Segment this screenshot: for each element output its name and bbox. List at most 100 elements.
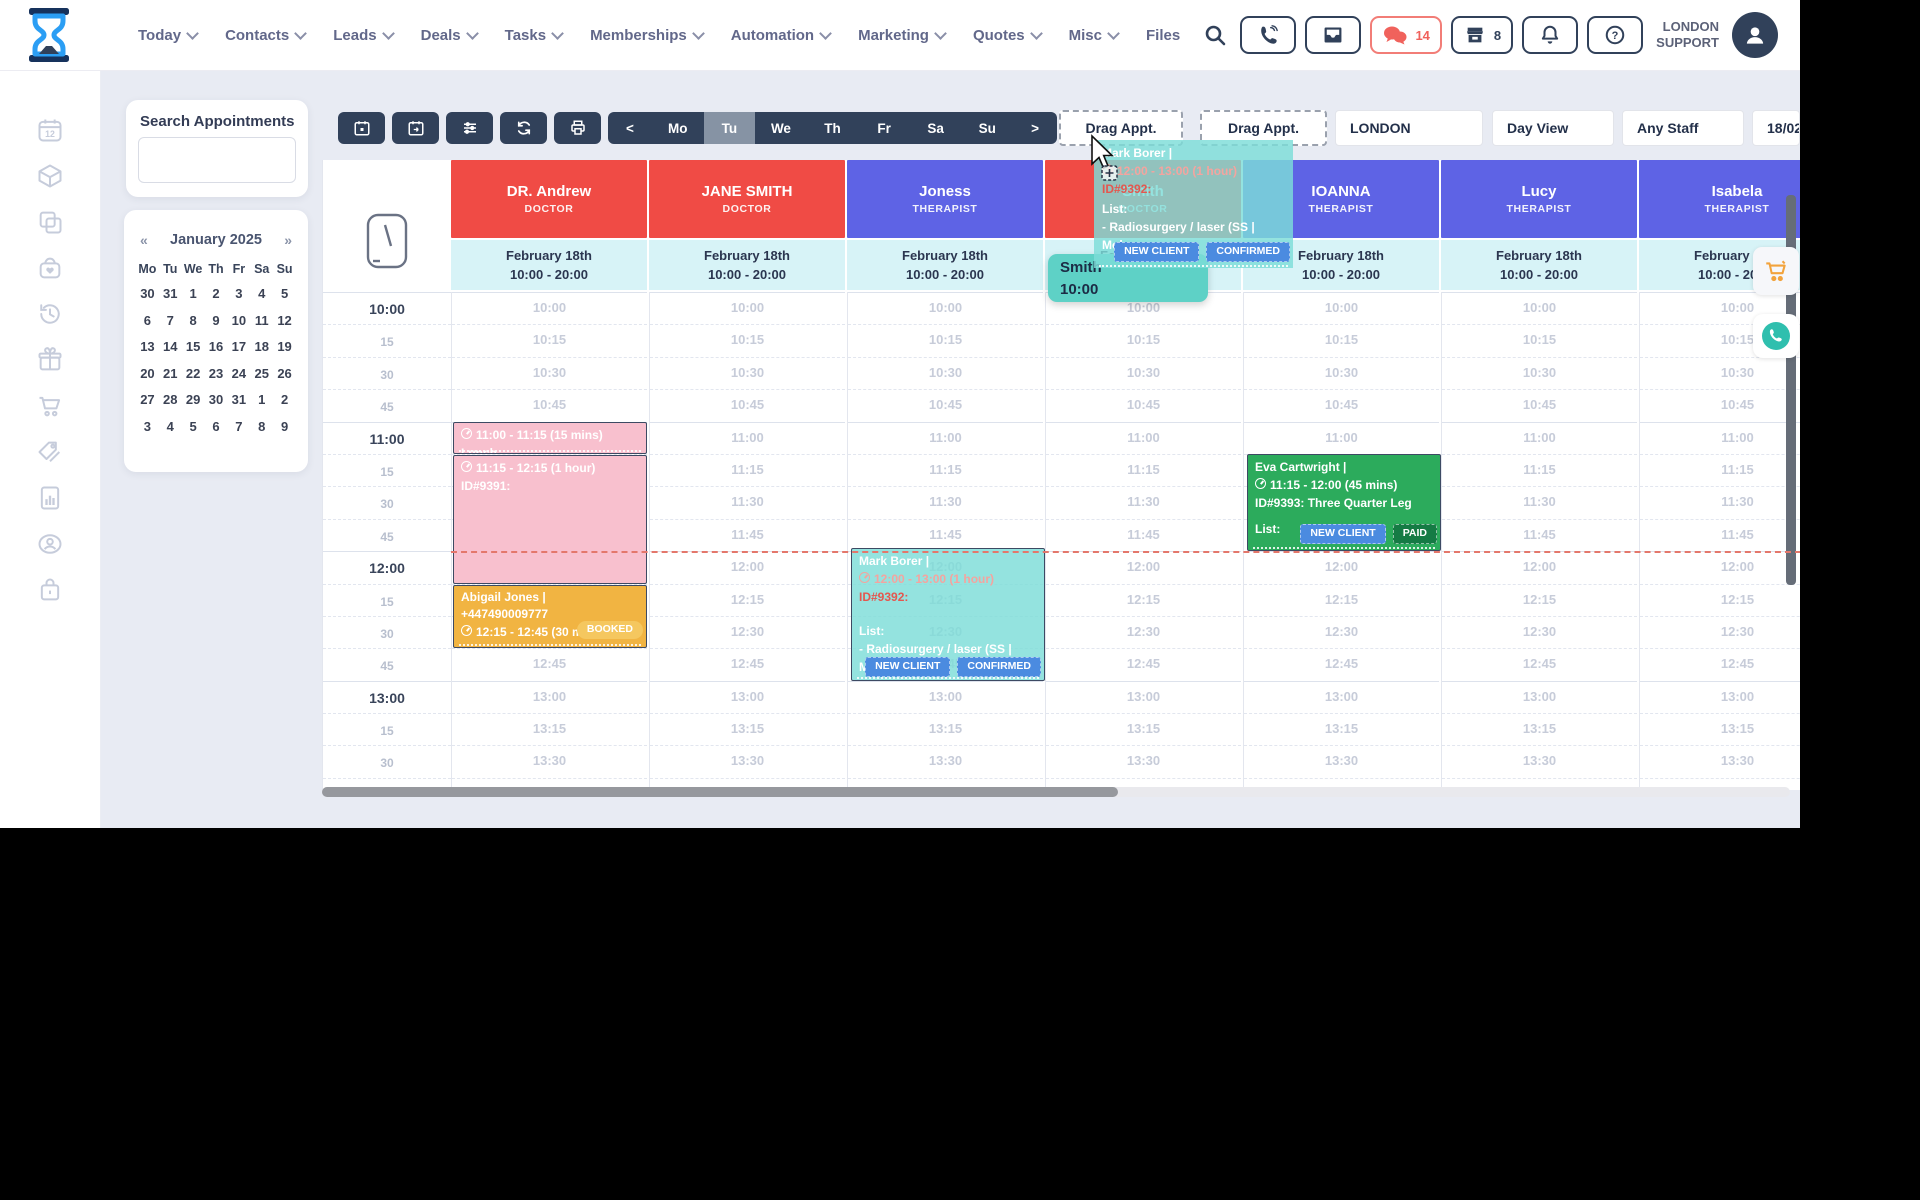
appointment-9391[interactable]: 11:15 - 12:15 (1 hour) ID#9391: bbox=[453, 455, 647, 584]
date-input[interactable]: 18/02 bbox=[1752, 110, 1800, 146]
time-cell[interactable]: 12:45 bbox=[650, 648, 845, 680]
time-cell[interactable]: 11:15 bbox=[1442, 453, 1637, 486]
time-cell[interactable]: 12:15 bbox=[1442, 583, 1637, 616]
copy-icon[interactable] bbox=[36, 208, 64, 236]
time-cell[interactable]: 10:30 bbox=[650, 356, 845, 389]
minical-day[interactable]: 16 bbox=[208, 339, 224, 354]
appointment-lunch[interactable]: 11:00 - 11:15 (15 mins) Lunch bbox=[453, 422, 647, 454]
time-cell[interactable]: 13:00 bbox=[452, 680, 647, 713]
time-cell[interactable]: 10:30 bbox=[1046, 356, 1241, 389]
minical-day[interactable]: 6 bbox=[212, 418, 220, 434]
calendar-edit-button[interactable] bbox=[392, 112, 439, 144]
time-cell[interactable]: 11:30 bbox=[1640, 486, 1800, 518]
time-cell[interactable]: 12:00 bbox=[650, 551, 845, 583]
time-cell[interactable]: 11:15 bbox=[1046, 453, 1241, 486]
time-cell[interactable]: 10:15 bbox=[1640, 324, 1800, 356]
minical-day[interactable]: 8 bbox=[189, 312, 197, 328]
time-cell[interactable]: 13:15 bbox=[650, 713, 845, 745]
time-cell[interactable]: 12:15 bbox=[1244, 583, 1439, 616]
minical-day[interactable]: 31 bbox=[163, 286, 178, 301]
time-cell[interactable]: 10:00 bbox=[1640, 292, 1800, 324]
minical-day[interactable]: 28 bbox=[163, 392, 178, 407]
location-select[interactable]: LONDON bbox=[1335, 110, 1483, 146]
minical-day[interactable]: 13 bbox=[140, 339, 155, 354]
time-cell[interactable]: 13:15 bbox=[1244, 713, 1439, 745]
time-cell[interactable]: 10:45 bbox=[848, 389, 1043, 421]
time-cell[interactable]: 10:00 bbox=[650, 292, 845, 324]
minical-day[interactable]: 30 bbox=[140, 286, 155, 301]
staff-header[interactable]: Lucy THERAPIST bbox=[1441, 160, 1637, 238]
user-circle-icon[interactable] bbox=[36, 530, 64, 558]
time-cell[interactable]: 12:15 bbox=[1640, 583, 1800, 616]
nav-tasks[interactable]: Tasks bbox=[505, 27, 564, 44]
time-cell[interactable]: 13:00 bbox=[1640, 680, 1800, 713]
minical-day[interactable]: 7 bbox=[166, 312, 174, 328]
minical-day[interactable]: 9 bbox=[212, 312, 220, 328]
vertical-scrollbar[interactable] bbox=[1786, 195, 1796, 585]
staff-header[interactable]: Joness THERAPIST bbox=[847, 160, 1043, 238]
time-cell[interactable]: 10:15 bbox=[848, 324, 1043, 356]
time-cell[interactable]: 12:15 bbox=[1046, 583, 1241, 616]
calendar-icon[interactable]: 12 bbox=[36, 116, 64, 144]
time-cell[interactable]: 13:30 bbox=[1640, 745, 1800, 777]
minical-day[interactable]: 3 bbox=[235, 286, 243, 301]
minical-day[interactable]: 14 bbox=[163, 339, 178, 354]
time-cell[interactable]: 13:15 bbox=[848, 713, 1043, 745]
minical-day[interactable]: 27 bbox=[140, 392, 155, 407]
print-button[interactable] bbox=[554, 112, 601, 144]
time-cell[interactable]: 12:45 bbox=[452, 648, 647, 680]
time-cell[interactable]: 10:15 bbox=[452, 324, 647, 356]
minical-next-button[interactable]: » bbox=[284, 232, 292, 248]
appointment-eva[interactable]: Eva Cartwright | 11:15 - 12:00 (45 mins)… bbox=[1247, 454, 1441, 551]
minical-day[interactable]: 22 bbox=[185, 365, 201, 381]
minical-day[interactable]: 31 bbox=[231, 392, 247, 407]
bag-heart-icon[interactable] bbox=[36, 254, 64, 282]
time-cell[interactable]: 12:00 bbox=[1046, 551, 1241, 583]
phone-button[interactable] bbox=[1240, 16, 1297, 54]
next-day-button[interactable]: > bbox=[1031, 120, 1039, 136]
time-cell[interactable]: 11:30 bbox=[1046, 486, 1241, 518]
help-button[interactable]: ? bbox=[1587, 16, 1644, 54]
time-cell[interactable]: 13:15 bbox=[1442, 713, 1637, 745]
time-cell[interactable]: 11:30 bbox=[650, 486, 845, 518]
time-cell[interactable]: 11:30 bbox=[1442, 486, 1637, 518]
minical-day[interactable]: 1 bbox=[258, 392, 266, 407]
time-cell[interactable]: 10:15 bbox=[1244, 324, 1439, 356]
search-icon[interactable] bbox=[1203, 23, 1227, 47]
minical-day[interactable]: 9 bbox=[280, 418, 289, 434]
minical-day[interactable]: 19 bbox=[277, 339, 292, 354]
time-cell[interactable]: 10:30 bbox=[1244, 356, 1439, 389]
time-cell[interactable]: 13:00 bbox=[650, 680, 845, 713]
time-cell[interactable]: 12:00 bbox=[1640, 551, 1800, 583]
time-cell[interactable]: 13:15 bbox=[1046, 713, 1241, 745]
time-cell[interactable]: 11:00 bbox=[1640, 421, 1800, 454]
nav-automation[interactable]: Automation bbox=[731, 27, 832, 44]
staff-header[interactable]: JANE SMITH DOCTOR bbox=[649, 160, 845, 238]
time-cell[interactable]: 11:00 bbox=[1046, 421, 1241, 454]
time-cell[interactable]: 12:00 bbox=[1244, 551, 1439, 583]
minical-day[interactable]: 3 bbox=[143, 418, 152, 434]
minical-day[interactable]: 4 bbox=[166, 418, 174, 434]
time-cell[interactable]: 12:30 bbox=[1640, 615, 1800, 648]
store-button[interactable]: 8 bbox=[1450, 16, 1514, 54]
minical-day[interactable]: 18 bbox=[254, 339, 269, 354]
minical-day[interactable]: 30 bbox=[208, 392, 224, 407]
messages-button[interactable]: 14 bbox=[1370, 16, 1442, 54]
time-cell[interactable]: 12:15 bbox=[650, 583, 845, 616]
time-cell[interactable]: 13:15 bbox=[1640, 713, 1800, 745]
dragged-appointment-ghost[interactable]: Mark Borer | 12:00 - 13:00 (1 hour) ID#9… bbox=[1094, 140, 1293, 268]
time-cell[interactable]: 13:00 bbox=[1046, 680, 1241, 713]
time-cell[interactable]: 11:45 bbox=[1442, 518, 1637, 551]
time-cell[interactable]: 10:00 bbox=[1442, 292, 1637, 324]
minical-day[interactable]: 6 bbox=[143, 312, 152, 328]
minical-day[interactable]: 2 bbox=[280, 392, 289, 407]
gift-icon[interactable] bbox=[36, 346, 64, 374]
time-cell[interactable]: 13:30 bbox=[1442, 745, 1637, 777]
time-cell[interactable]: 10:00 bbox=[1244, 292, 1439, 324]
time-cell[interactable]: 10:00 bbox=[452, 292, 647, 324]
time-cell[interactable]: 11:15 bbox=[848, 453, 1043, 486]
time-cell[interactable]: 13:30 bbox=[848, 745, 1043, 777]
day-tab-fr[interactable]: Fr bbox=[877, 120, 891, 136]
horizontal-scrollbar-thumb[interactable] bbox=[322, 787, 1118, 797]
package-icon[interactable] bbox=[36, 162, 64, 190]
